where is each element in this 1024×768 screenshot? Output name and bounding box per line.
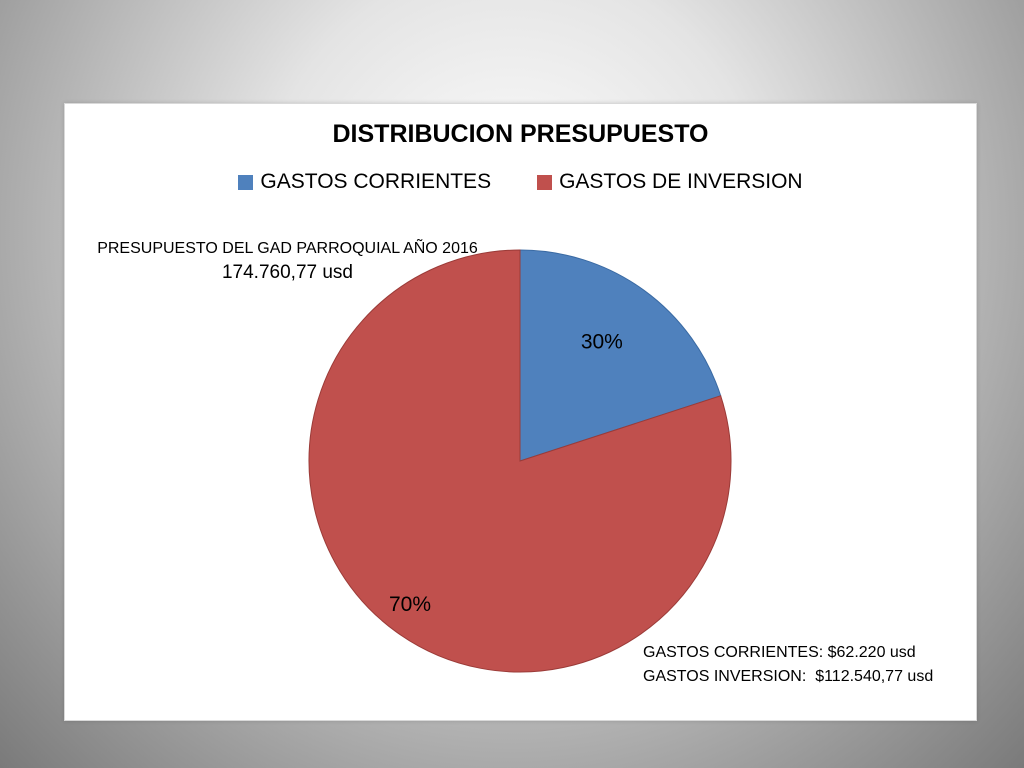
totals-annotation: GASTOS CORRIENTES: $62.220 usd GASTOS IN…	[643, 641, 933, 689]
budget-label: PRESUPUESTO DEL GAD PARROQUIAL AÑO 2016	[97, 240, 478, 257]
totals-inversion: GASTOS INVERSION: $112.540,77 usd	[643, 668, 934, 685]
pie-slice-inversion	[308, 249, 732, 673]
legend-item-inversion: GASTOS DE INVERSION	[537, 170, 803, 194]
data-label-inversion: 70%	[389, 593, 431, 616]
legend-item-corrientes: GASTOS CORRIENTES	[238, 170, 491, 194]
totals-corrientes: GASTOS CORRIENTES: $62.220 usd	[643, 644, 916, 661]
budget-value: 174.760,77 usd	[221, 262, 353, 283]
budget-annotation: PRESUPUESTO DEL GAD PARROQUIAL AÑO 2016 …	[85, 240, 490, 284]
chart-legend: GASTOS CORRIENTES GASTOS DE INVERSION	[65, 170, 976, 194]
legend-swatch-inversion	[537, 174, 553, 190]
data-label-corrientes: 30%	[581, 330, 623, 353]
legend-label-inversion: GASTOS DE INVERSION	[559, 170, 803, 193]
pie-chart: 30% 70%	[308, 249, 732, 673]
chart-title: DISTRIBUCION PRESUPUESTO	[332, 120, 709, 148]
legend-label-corrientes: GASTOS CORRIENTES	[260, 170, 492, 193]
chart-panel: DISTRIBUCION PRESUPUESTO GASTOS CORRIENT…	[64, 103, 977, 721]
legend-swatch-corrientes	[238, 174, 254, 190]
pie-slice-corrientes	[519, 249, 722, 462]
